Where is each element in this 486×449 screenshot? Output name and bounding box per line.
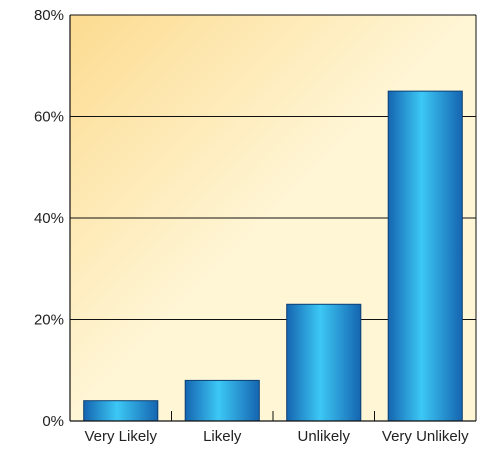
axes	[69, 14, 477, 422]
y-tick-label: 20%	[34, 312, 64, 329]
x-tick-labels: Very Likely Likely Unlikely Very Unlikely	[84, 428, 469, 445]
bar-very-unlikely	[387, 90, 463, 422]
bar-likely	[184, 379, 260, 422]
x-tick-label: Very Likely	[84, 428, 157, 445]
bar-unlikely	[286, 303, 362, 422]
y-tick-labels: 0% 20% 40% 60% 80%	[34, 7, 64, 430]
y-tick-label: 80%	[34, 7, 64, 24]
x-tick-label: Unlikely	[297, 428, 350, 445]
y-tick-label: 60%	[34, 109, 64, 126]
y-tick-label: 40%	[34, 210, 64, 227]
bar-very-likely	[83, 400, 159, 422]
x-tick-label: Very Unlikely	[382, 428, 469, 445]
y-tick-label: 0%	[42, 413, 64, 430]
x-tick-label: Likely	[203, 428, 242, 445]
